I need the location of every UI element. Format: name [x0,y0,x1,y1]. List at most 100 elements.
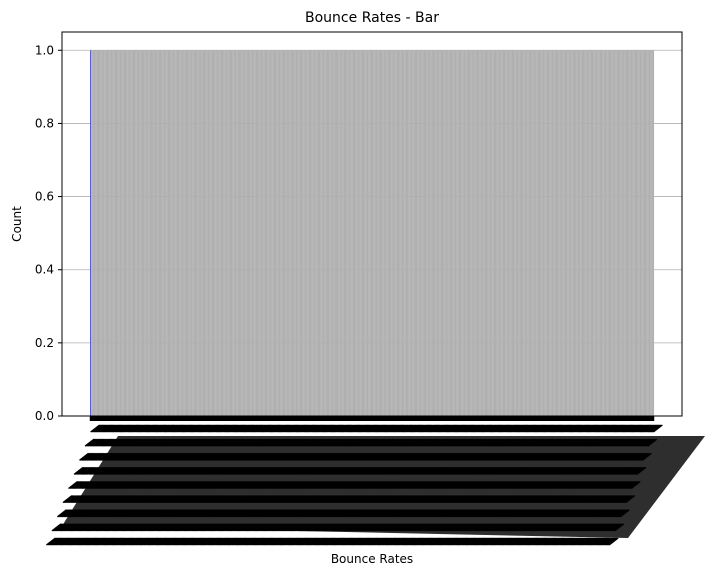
x-tick-label-glyph [345,424,355,433]
bar [478,50,480,417]
x-tick-label-glyph [223,424,234,433]
bar [387,50,389,417]
x-tick-label-glyph [235,537,246,546]
x-tick-label-glyph [342,537,353,546]
bar [308,50,311,417]
x-tick-label-glyph [143,424,153,433]
bar [99,50,101,417]
x-tick-label-glyph [553,424,564,433]
x-tick-label-glyph [55,537,65,546]
x-tick-label-glyph [177,424,187,433]
x-tick-label-glyph [215,424,226,433]
x-tick-label-glyph [485,537,496,546]
bar [342,50,344,417]
bar [417,50,419,417]
x-tick-label-glyph [288,424,299,433]
bar [579,50,581,417]
x-tick-label-glyph [337,537,347,546]
x-tick-label-glyph [198,537,208,546]
bar [321,50,323,417]
bar [210,50,212,417]
x-tick-label-glyph [144,537,154,546]
x-tick-label-glyph [126,537,136,546]
x-tick-label-glyph [205,424,215,433]
x-tick-label-glyph [463,537,474,546]
x-tick-label-glyph [329,424,340,433]
x-tick-label-glyph [83,452,94,461]
x-tick-label-glyph [66,537,77,546]
x-tick-label-glyph [280,537,291,546]
x-tick-label-glyph [332,537,343,546]
bar [115,50,118,417]
x-tick-label-glyph [527,537,538,546]
x-tick-label-glyph [480,424,491,433]
x-tick-label-glyph [338,424,349,433]
bar [92,50,94,417]
x-tick-label-glyph [67,537,78,546]
x-tick-label-glyph [76,537,87,546]
x-tick-label-glyph [191,537,202,546]
x-tick-label-glyph [405,537,416,546]
x-tick-label-glyph [191,424,202,433]
bar [132,50,135,417]
x-tick-label-glyph [128,424,139,433]
x-tick-label-glyph [417,424,428,433]
bar [406,50,409,417]
x-tick-label-glyph [275,424,285,433]
bar [439,50,441,417]
x-tick-label-glyph [461,537,471,546]
bar [113,50,115,417]
bar [330,50,332,417]
x-tick-label-glyph [138,424,149,433]
x-tick-label-glyph [449,537,460,546]
bar [577,50,579,417]
bar [602,50,604,417]
x-tick-label-glyph [290,537,301,546]
x-tick-label-glyph [399,424,409,433]
x-tick-label-glyph [65,495,76,504]
bar [244,50,246,417]
x-tick-label-glyph [353,537,364,546]
bar [550,50,552,417]
bar [198,50,200,417]
x-tick-label-glyph [413,424,424,433]
x-tick-label-glyph [258,537,268,546]
x-tick-label-glyph [71,480,82,490]
bar [352,50,354,417]
x-tick-label-glyph [523,424,534,433]
x-tick-label-glyph [418,537,428,546]
x-tick-label-glyph [571,424,582,433]
x-tick-label-glyph [133,424,143,433]
x-tick-label-glyph [324,424,335,433]
bar [120,50,122,417]
bar [427,50,429,417]
x-tick-label-glyph [72,480,83,490]
bar [382,50,384,417]
x-tick-label-glyph [220,537,231,546]
x-tick-label-glyph [87,452,97,461]
bar [441,50,444,417]
bar [648,50,650,417]
x-tick-label-glyph [506,424,517,433]
x-tick-label-glyph [252,424,263,433]
bar [224,50,226,417]
x-tick-label-glyph [109,424,120,433]
bar [194,50,197,417]
bar [259,50,261,417]
x-tick-label-glyph [65,537,75,546]
bar [616,50,618,417]
x-tick-label-glyph [74,537,84,546]
x-tick-label-glyph [400,537,410,546]
x-tick-label-glyph [89,452,100,461]
x-tick-label-glyph [557,424,567,433]
bar [607,50,609,417]
x-tick-label-glyph [393,424,404,433]
bar [135,50,137,417]
x-tick-label-glyph [516,537,527,546]
x-tick-label-glyph [587,424,598,433]
bar [211,50,213,417]
x-tick-label-glyph [95,438,106,447]
x-tick-label-glyph [98,424,108,433]
bar [320,50,322,417]
bar [302,50,304,417]
